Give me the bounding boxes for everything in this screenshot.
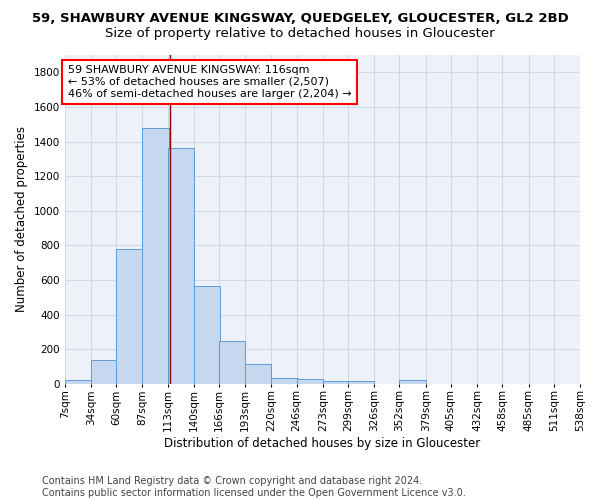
- Bar: [219, 341, 245, 384]
- Bar: [296, 379, 323, 384]
- Bar: [348, 381, 374, 384]
- Bar: [167, 148, 194, 384]
- Bar: [91, 360, 117, 384]
- Bar: [194, 286, 220, 384]
- Bar: [245, 364, 271, 384]
- Text: 59 SHAWBURY AVENUE KINGSWAY: 116sqm
← 53% of detached houses are smaller (2,507): 59 SHAWBURY AVENUE KINGSWAY: 116sqm ← 53…: [68, 66, 351, 98]
- Bar: [65, 380, 91, 384]
- Bar: [271, 378, 298, 384]
- Text: Size of property relative to detached houses in Gloucester: Size of property relative to detached ho…: [105, 28, 495, 40]
- X-axis label: Distribution of detached houses by size in Gloucester: Distribution of detached houses by size …: [164, 437, 481, 450]
- Bar: [142, 128, 169, 384]
- Text: Contains HM Land Registry data © Crown copyright and database right 2024.
Contai: Contains HM Land Registry data © Crown c…: [42, 476, 466, 498]
- Bar: [400, 380, 425, 384]
- Text: 59, SHAWBURY AVENUE KINGSWAY, QUEDGELEY, GLOUCESTER, GL2 2BD: 59, SHAWBURY AVENUE KINGSWAY, QUEDGELEY,…: [32, 12, 568, 26]
- Bar: [116, 249, 142, 384]
- Y-axis label: Number of detached properties: Number of detached properties: [15, 126, 28, 312]
- Bar: [323, 381, 349, 384]
